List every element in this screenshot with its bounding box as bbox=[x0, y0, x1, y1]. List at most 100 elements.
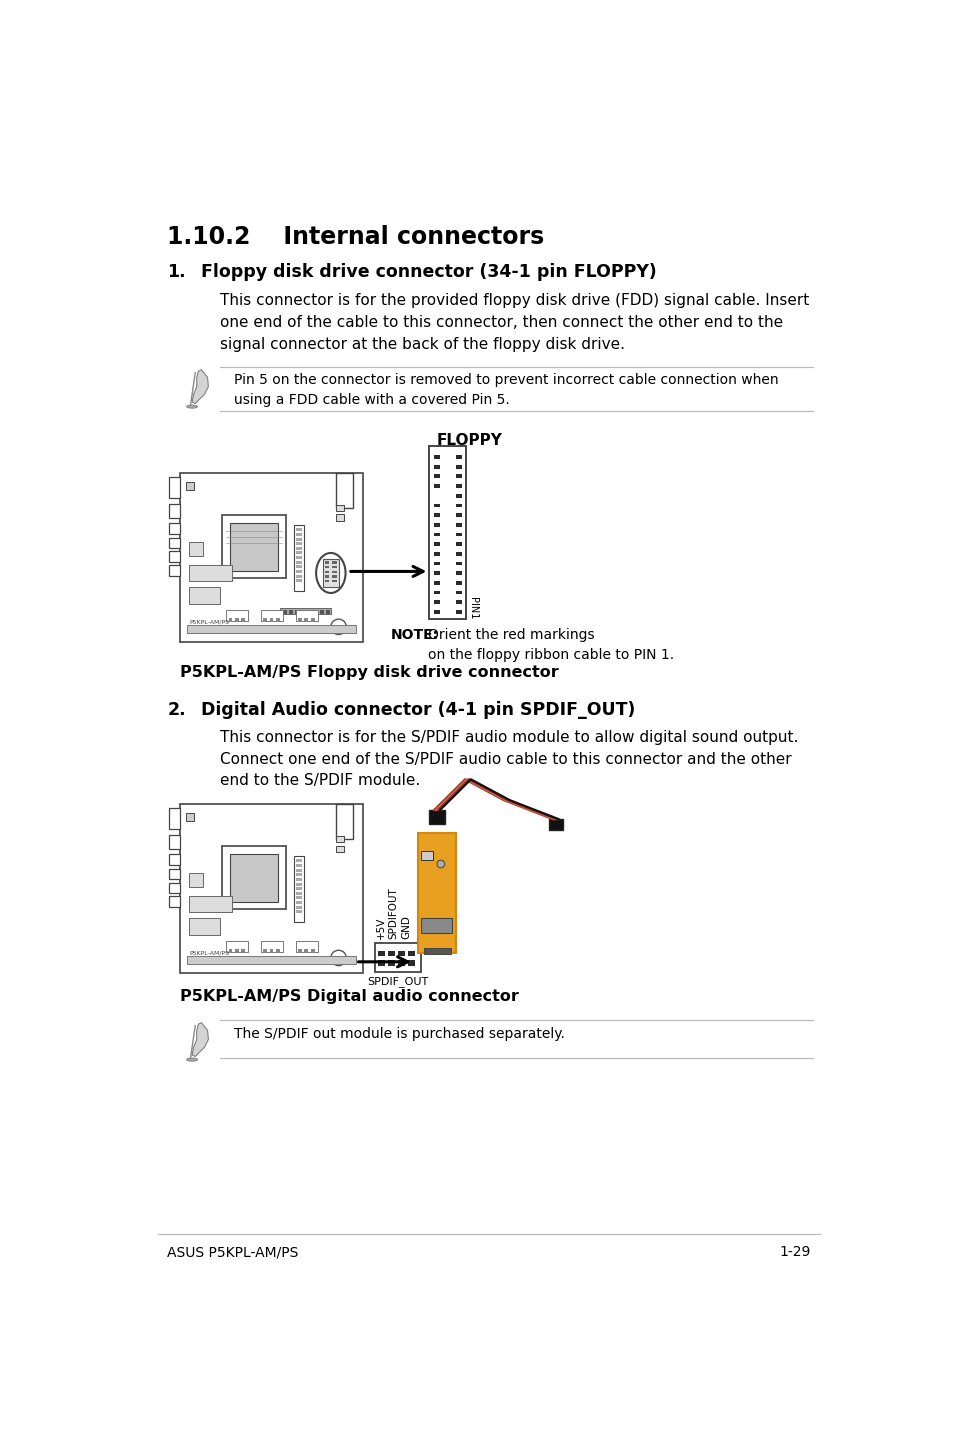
Bar bbox=[434, 571, 439, 575]
Bar bbox=[187, 626, 355, 633]
Bar bbox=[169, 551, 179, 562]
Bar bbox=[295, 883, 302, 886]
Bar bbox=[169, 854, 179, 864]
Bar bbox=[456, 485, 461, 487]
Bar bbox=[270, 949, 274, 953]
Bar bbox=[421, 917, 452, 933]
Bar bbox=[169, 565, 179, 577]
Bar bbox=[434, 591, 439, 594]
Text: 1-29: 1-29 bbox=[779, 1245, 810, 1260]
Bar bbox=[295, 610, 317, 621]
Bar bbox=[456, 542, 461, 546]
Bar bbox=[335, 846, 344, 851]
Bar bbox=[434, 581, 439, 585]
Bar bbox=[388, 961, 395, 966]
Bar bbox=[324, 580, 329, 582]
Bar bbox=[189, 917, 220, 935]
Bar bbox=[434, 456, 439, 459]
Bar bbox=[298, 949, 302, 953]
Bar bbox=[408, 961, 415, 966]
Ellipse shape bbox=[187, 406, 197, 408]
Bar bbox=[169, 503, 179, 518]
Text: Digital Audio connector (4-1 pin SPDIF_OUT): Digital Audio connector (4-1 pin SPDIF_O… bbox=[200, 700, 635, 719]
Bar bbox=[434, 523, 439, 526]
Bar bbox=[187, 956, 355, 963]
Bar bbox=[311, 949, 314, 953]
Bar bbox=[335, 505, 344, 512]
Text: P5KPL-AM/PS Digital audio connector: P5KPL-AM/PS Digital audio connector bbox=[179, 989, 518, 1004]
Bar bbox=[295, 569, 302, 572]
Bar bbox=[295, 551, 302, 555]
Bar bbox=[397, 961, 405, 966]
Bar bbox=[332, 561, 336, 564]
Bar bbox=[189, 587, 220, 604]
Bar bbox=[295, 561, 302, 564]
Bar bbox=[295, 896, 302, 899]
Bar bbox=[295, 887, 302, 890]
Bar bbox=[332, 567, 336, 568]
Bar bbox=[377, 951, 385, 956]
Bar bbox=[275, 618, 279, 623]
Bar bbox=[304, 618, 308, 623]
Bar bbox=[169, 538, 179, 548]
Bar bbox=[179, 804, 363, 974]
Bar bbox=[275, 949, 279, 953]
Bar bbox=[314, 610, 317, 614]
Bar bbox=[304, 949, 308, 953]
Ellipse shape bbox=[187, 1058, 197, 1061]
Bar bbox=[222, 847, 286, 909]
Bar bbox=[295, 910, 302, 913]
Bar bbox=[434, 610, 439, 614]
Bar bbox=[332, 580, 336, 582]
Bar bbox=[222, 515, 286, 578]
Text: 2.: 2. bbox=[167, 700, 186, 719]
Bar bbox=[263, 949, 267, 953]
Bar bbox=[429, 810, 444, 824]
Bar bbox=[261, 940, 282, 952]
Bar bbox=[295, 542, 302, 545]
Bar bbox=[434, 513, 439, 518]
Bar bbox=[226, 610, 248, 621]
Text: SPDIFOUT: SPDIFOUT bbox=[388, 887, 398, 939]
Bar bbox=[295, 902, 302, 905]
Text: 1.10.2    Internal connectors: 1.10.2 Internal connectors bbox=[167, 224, 544, 249]
Bar bbox=[270, 618, 274, 623]
Bar bbox=[335, 473, 353, 508]
Bar bbox=[335, 515, 344, 521]
Bar bbox=[295, 575, 302, 578]
Bar bbox=[434, 562, 439, 565]
Bar bbox=[388, 951, 395, 956]
Bar bbox=[429, 446, 466, 620]
Bar bbox=[456, 581, 461, 585]
Bar bbox=[434, 503, 439, 508]
Bar bbox=[189, 542, 203, 557]
Bar bbox=[434, 552, 439, 555]
Ellipse shape bbox=[331, 951, 346, 966]
Bar bbox=[169, 835, 179, 848]
Bar bbox=[456, 475, 461, 479]
Text: FLOPPY: FLOPPY bbox=[436, 433, 502, 447]
Bar bbox=[295, 869, 302, 871]
Bar bbox=[294, 525, 303, 591]
Text: This connector is for the S/PDIF audio module to allow digital sound output.
Con: This connector is for the S/PDIF audio m… bbox=[220, 731, 798, 788]
Bar bbox=[549, 820, 562, 830]
Bar bbox=[261, 610, 282, 621]
Bar bbox=[282, 610, 286, 614]
Bar bbox=[434, 600, 439, 604]
Bar bbox=[323, 559, 338, 587]
Bar bbox=[319, 610, 323, 614]
Bar bbox=[456, 571, 461, 575]
Bar bbox=[456, 464, 461, 469]
Bar bbox=[295, 940, 317, 952]
Bar bbox=[295, 892, 302, 894]
Text: Floppy disk drive connector (34-1 pin FLOPPY): Floppy disk drive connector (34-1 pin FL… bbox=[200, 263, 656, 282]
Bar bbox=[307, 610, 311, 614]
Bar bbox=[324, 571, 329, 572]
Bar bbox=[263, 618, 267, 623]
Bar bbox=[456, 532, 461, 536]
Bar bbox=[434, 532, 439, 536]
PathPatch shape bbox=[192, 370, 208, 404]
Bar bbox=[295, 877, 302, 881]
Bar bbox=[189, 873, 203, 887]
Bar bbox=[186, 482, 193, 490]
